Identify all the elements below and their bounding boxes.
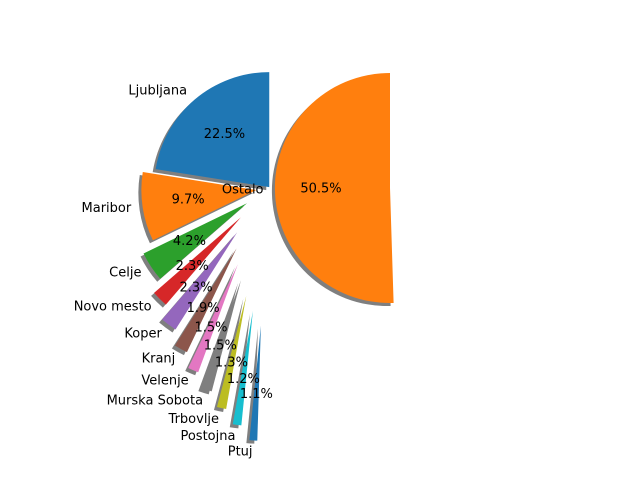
- pie-chart-cities: 22.5% Ljubljana 9.7% Maribor 4.2% Celje 2.3% No…: [74, 72, 273, 459]
- category-label-novo-mesto: Novo mesto: [74, 300, 152, 315]
- category-label-ostalo: Ostalo: [222, 182, 264, 197]
- pct-label-ptuj: 1.1%: [240, 387, 273, 402]
- pct-label-postojna: 1.2%: [227, 372, 260, 387]
- pie-slice-trbovlje: [216, 295, 247, 410]
- pct-label-trbovlje: 1.3%: [215, 356, 248, 371]
- pie-slice-postojna: [232, 311, 253, 426]
- pie-shadow-velenje: [185, 267, 235, 376]
- category-label-ptuj: Ptuj: [228, 444, 253, 459]
- pie-label-group: 50.5% Ostalo: [222, 182, 342, 198]
- pct-label-ostalo: 50.5%: [300, 182, 341, 197]
- pie-shadow-postojna: [229, 314, 250, 429]
- pct-label-ljubljana: 22.5%: [204, 127, 245, 142]
- pie-shadow-trbovlje: [213, 298, 244, 413]
- pie-slice-murska-sobota: [201, 280, 242, 392]
- pct-label-novo-mesto: 2.3%: [176, 259, 209, 274]
- pct-label-celje: 4.2%: [173, 234, 206, 249]
- pie-slice-novo-mesto: [154, 217, 241, 305]
- category-label-velenje: Velenje: [141, 373, 188, 388]
- pct-label-velenje: 1.5%: [195, 320, 228, 335]
- category-label-postojna: Postojna: [180, 429, 235, 444]
- category-label-trbovlje: Trbovlje: [168, 412, 220, 427]
- category-label-maribor: Maribor: [82, 201, 132, 216]
- pie-wedge-group: [141, 72, 270, 441]
- pie-slice-ostalo: [274, 72, 394, 303]
- pie-slice-maribor: [141, 172, 257, 241]
- pct-label-maribor: 9.7%: [172, 193, 205, 208]
- pct-label-kranj: 1.9%: [187, 301, 220, 316]
- pie-chart-ostalo: 50.5% Ostalo: [222, 72, 394, 306]
- pct-label-murska-sobota: 1.5%: [204, 338, 237, 353]
- pie-slice-ptuj: [249, 325, 261, 441]
- pie-slice-kranj: [174, 248, 237, 353]
- pie-slice-velenje: [188, 264, 238, 373]
- pct-label-koper: 2.3%: [180, 280, 213, 295]
- pie-wedge-group: [274, 72, 394, 303]
- category-label-celje: Celje: [109, 266, 141, 281]
- category-label-murska-sobota: Murska Sobota: [107, 393, 203, 408]
- pie-slice-celje: [143, 203, 247, 279]
- pie-slice-ljubljana: [155, 72, 270, 188]
- category-label-kranj: Kranj: [142, 352, 176, 367]
- pie-label-group: 22.5% Ljubljana 9.7% Maribor 4.2% Celje 2.3% No…: [74, 83, 273, 459]
- pie-slice-koper: [162, 232, 238, 330]
- pie-shadow-murska-sobota: [198, 283, 239, 395]
- category-label-ljubljana: Ljubljana: [128, 83, 187, 98]
- category-label-koper: Koper: [124, 326, 162, 341]
